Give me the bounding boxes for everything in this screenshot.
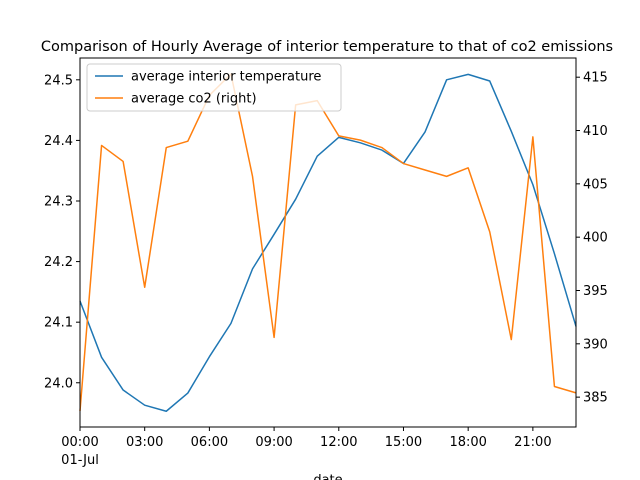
x-tick-label: 06:00 <box>191 435 228 450</box>
legend-label-co2: average co2 (right) <box>131 92 257 107</box>
y-left-tick-label: 24.4 <box>44 134 73 149</box>
x-axis-label: date <box>313 473 342 480</box>
legend: average interior temperature average co2… <box>86 63 342 112</box>
legend-box <box>86 63 342 112</box>
x-tick-label: 15:00 <box>385 435 422 450</box>
legend-label-temperature: average interior temperature <box>131 70 321 85</box>
y-right-tick-label: 415 <box>583 71 608 86</box>
y-right-tick-label: 395 <box>583 284 608 299</box>
x-tick-label: 09:00 <box>255 435 292 450</box>
series-line-co2 <box>79 73 577 412</box>
y-right-tick-label: 400 <box>583 231 608 246</box>
x-tick-label: 21:00 <box>514 435 551 450</box>
x-tick-label: 03:00 <box>126 435 163 450</box>
x-axis: 00:00 01-Jul 03:00 06:00 09:00 12:00 15:00 18:0… <box>61 427 552 468</box>
y-right-tick-label: 410 <box>583 124 608 139</box>
x-tick-label: 18:00 <box>449 435 486 450</box>
series-layer <box>79 73 577 412</box>
y-right-tick-label: 390 <box>583 337 608 352</box>
x-tick-label: 12:00 <box>320 435 357 450</box>
y-right-tick-label: 405 <box>583 177 608 192</box>
x-tick-sublabel: 01-Jul <box>61 453 99 468</box>
y-right-tick-label: 385 <box>583 391 608 406</box>
series-line-temperature <box>79 73 577 412</box>
y-left-tick-label: 24.1 <box>44 316 73 331</box>
y-left-tick-label: 24.2 <box>44 255 73 270</box>
y-left-tick-label: 24.5 <box>44 73 73 88</box>
y-left-tick-label: 24.3 <box>44 194 73 209</box>
x-tick-label: 00:00 <box>61 435 98 450</box>
plot-frame <box>79 57 577 428</box>
y-axis-left: 24.0 24.1 24.2 24.3 24.4 24.5 <box>44 73 80 391</box>
chart-title: Comparison of Hourly Average of interior… <box>41 39 613 55</box>
y-left-tick-label: 24.0 <box>44 376 73 391</box>
y-axis-right: 385 390 395 400 405 410 415 <box>576 71 608 406</box>
